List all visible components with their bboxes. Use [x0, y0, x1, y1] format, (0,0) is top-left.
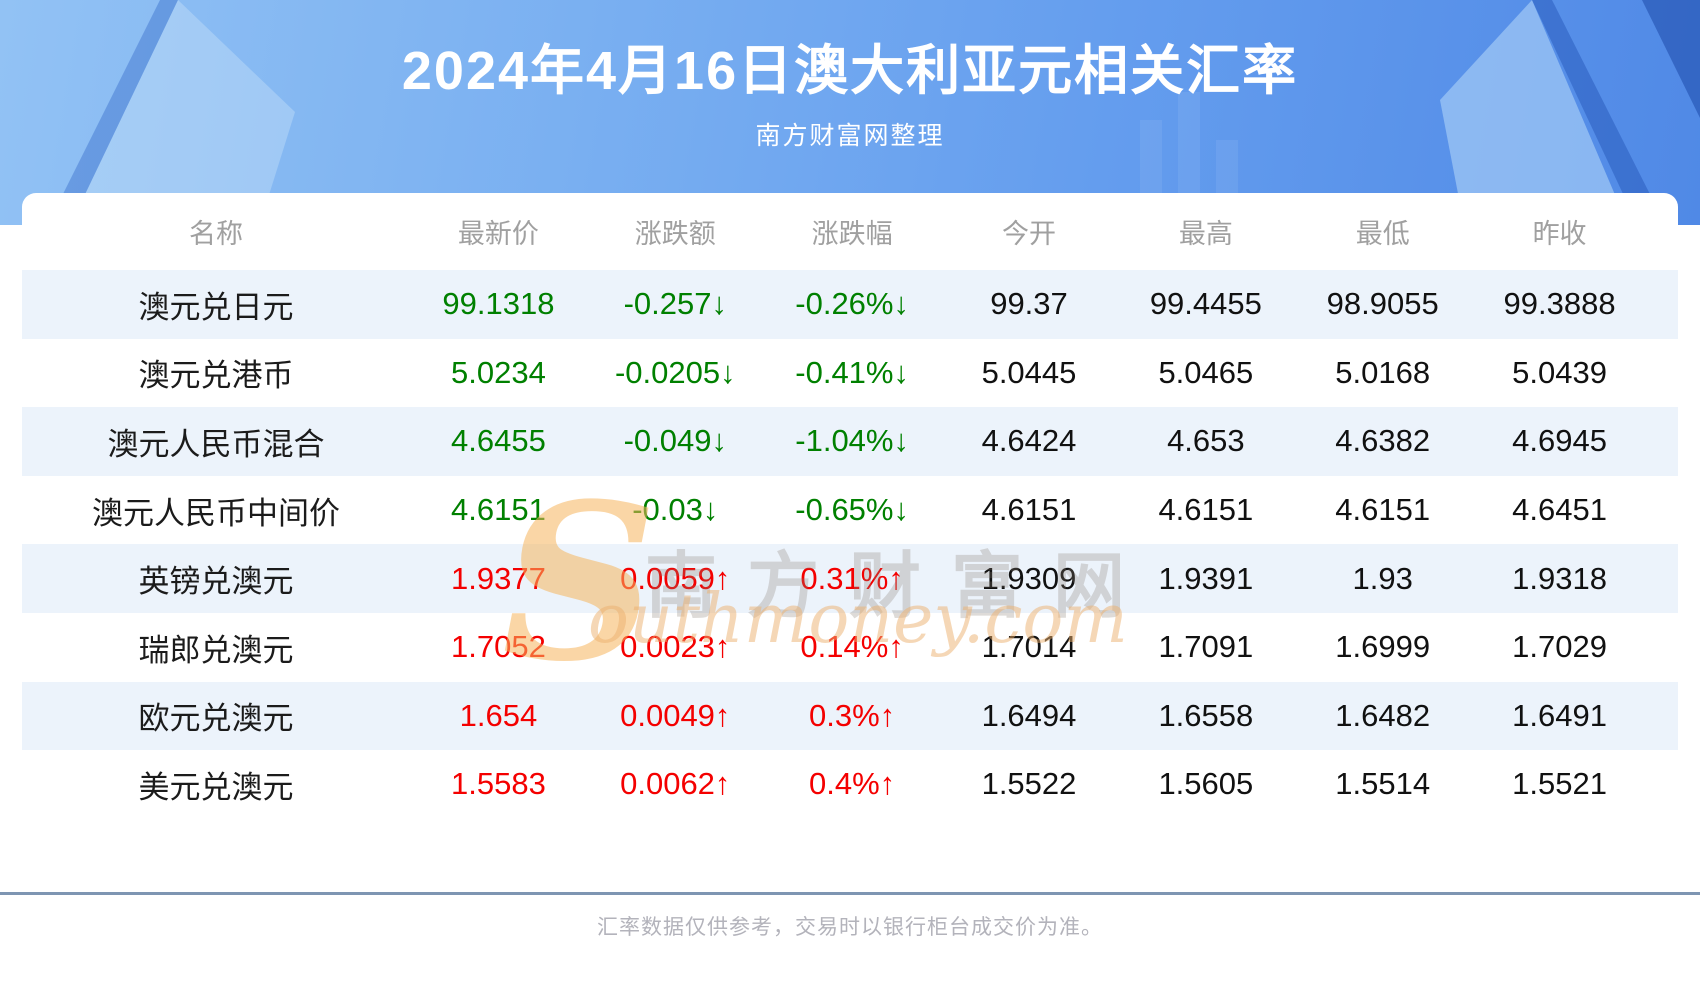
column-header: 今开: [1001, 219, 1056, 249]
table-body: 澳元兑日元 99.1318 -0.257↓ -0.26%↓ 99.37 99.4455 98…: [22, 270, 1678, 819]
table-row: 瑞郎兑澳元 1.7052 0.0023↑ 0.14%↑ 1.7014 1.7091 1.69…: [22, 613, 1678, 682]
cell-change_pct: 0.4%↑: [809, 766, 896, 802]
cell-change: 0.0049↑: [620, 697, 731, 733]
cell-name: 欧元兑澳元: [138, 701, 294, 737]
cell-change: -0.03↓: [632, 492, 719, 528]
cell-name: 澳元人民币中间价: [92, 495, 340, 531]
cell-high: 5.0465: [1158, 354, 1254, 390]
table-header-row: 名称 最新价 涨跌额 涨跌幅 今开 最高 最低 昨收: [22, 193, 1678, 270]
cell-latest: 1.7052: [451, 629, 546, 665]
cell-change_pct: -0.26%↓: [795, 286, 909, 322]
faint-candlestick-bar: [1178, 92, 1200, 225]
cell-name: 澳元人民币混合: [107, 426, 325, 462]
cell-open: 1.9309: [981, 560, 1077, 596]
column-header: 最高: [1178, 219, 1233, 249]
column-header: 名称: [189, 219, 243, 249]
cell-change: -0.049↓: [623, 423, 727, 459]
cell-open: 1.5522: [981, 766, 1077, 802]
cell-change: -0.0205↓: [614, 354, 736, 390]
table-row: 澳元兑日元 99.1318 -0.257↓ -0.26%↓ 99.37 99.4455 98…: [22, 270, 1678, 339]
cell-latest: 1.9377: [451, 560, 546, 596]
cell-name: 美元兑澳元: [138, 769, 294, 805]
page-subtitle: 南方财富网整理: [755, 122, 945, 150]
cell-latest: 1.654: [459, 697, 538, 733]
cell-prev_close: 1.5521: [1512, 766, 1607, 802]
table-row: 美元兑澳元 1.5583 0.0062↑ 0.4%↑ 1.5522 1.5605 1.551…: [22, 750, 1678, 819]
cell-latest: 4.6151: [451, 492, 546, 528]
cell-high: 1.6558: [1158, 697, 1254, 733]
cell-low: 1.5514: [1335, 766, 1431, 802]
cell-change_pct: -0.41%↓: [795, 354, 909, 390]
cell-high: 1.7091: [1158, 629, 1254, 665]
cell-change_pct: 0.14%↑: [800, 629, 904, 665]
table-row: 英镑兑澳元 1.9377 0.0059↑ 0.31%↑ 1.9309 1.9391 1.93…: [22, 544, 1678, 613]
cell-low: 1.6482: [1335, 697, 1431, 733]
cell-latest: 99.1318: [442, 286, 555, 322]
cell-prev_close: 1.9318: [1512, 560, 1607, 596]
column-header: 涨跌额: [634, 219, 716, 249]
cell-prev_close: 99.3888: [1503, 286, 1616, 322]
cell-open: 99.37: [990, 286, 1068, 322]
column-header: 最低: [1355, 219, 1410, 249]
cell-low: 5.0168: [1335, 354, 1431, 390]
cell-change: 0.0059↑: [620, 560, 731, 596]
cell-name: 英镑兑澳元: [138, 564, 294, 600]
cell-change: 0.0023↑: [620, 629, 731, 665]
cell-open: 4.6424: [981, 423, 1077, 459]
page-header: 2024年4月16日澳大利亚元相关汇率 南方财富网整理: [0, 0, 1700, 225]
cell-open: 1.6494: [981, 697, 1077, 733]
cell-low: 4.6382: [1335, 423, 1431, 459]
cell-prev_close: 4.6451: [1512, 492, 1607, 528]
cell-low: 1.93: [1352, 560, 1413, 596]
cell-open: 5.0445: [981, 354, 1077, 390]
page-title: 2024年4月16日澳大利亚元相关汇率: [401, 41, 1299, 101]
footer-disclaimer: 汇率数据仅供参考，交易时以银行柜台成交价为准。: [597, 916, 1103, 939]
table-row: 欧元兑澳元 1.654 0.0049↑ 0.3%↑ 1.6494 1.6558 1.6482…: [22, 681, 1678, 751]
cell-change: -0.257↓: [623, 286, 727, 322]
cell-prev_close: 1.6491: [1512, 697, 1607, 733]
cell-high: 4.653: [1167, 423, 1245, 459]
cell-high: 4.6151: [1158, 492, 1254, 528]
cell-change_pct: -1.04%↓: [795, 423, 909, 459]
cell-name: 澳元兑港币: [138, 358, 294, 394]
cell-latest: 4.6455: [451, 423, 546, 459]
cell-name: 澳元兑日元: [138, 289, 294, 325]
cell-change: 0.0062↑: [620, 766, 731, 802]
cell-high: 1.9391: [1158, 560, 1254, 596]
cell-open: 4.6151: [981, 492, 1077, 528]
cell-name: 瑞郎兑澳元: [138, 632, 294, 668]
column-header: 最新价: [457, 219, 539, 249]
table-row: 澳元人民币混合 4.6455 -0.049↓ -1.04%↓ 4.6424 4.653 4.…: [22, 407, 1678, 476]
table-row: 澳元人民币中间价 4.6151 -0.03↓ -0.65%↓ 4.6151 4.6151 4…: [22, 476, 1678, 545]
cell-latest: 5.0234: [451, 354, 546, 390]
table-row: 澳元兑港币 5.0234 -0.0205↓ -0.41%↓ 5.0445 5.0465 5.…: [22, 339, 1678, 408]
column-header: 昨收: [1532, 219, 1587, 249]
cell-low: 4.6151: [1335, 492, 1431, 528]
cell-latest: 1.5583: [451, 766, 546, 802]
footer-divider: [0, 892, 1700, 895]
cell-change_pct: 0.3%↑: [809, 697, 896, 733]
column-header: 涨跌幅: [811, 219, 893, 249]
cell-low: 98.9055: [1326, 286, 1439, 322]
rates-table-card: 名称 最新价 涨跌额 涨跌幅 今开 最高 最低 昨收 澳元兑日元 99.1318 -0.257↓ -…: [22, 193, 1678, 819]
cell-high: 1.5605: [1158, 766, 1254, 802]
cell-low: 1.6999: [1335, 629, 1431, 665]
cell-prev_close: 4.6945: [1512, 423, 1607, 459]
cell-change_pct: -0.65%↓: [795, 492, 909, 528]
cell-prev_close: 1.7029: [1512, 629, 1607, 665]
cell-prev_close: 5.0439: [1512, 354, 1607, 390]
cell-high: 99.4455: [1149, 286, 1262, 322]
cell-open: 1.7014: [981, 629, 1077, 665]
cell-change_pct: 0.31%↑: [800, 560, 904, 596]
